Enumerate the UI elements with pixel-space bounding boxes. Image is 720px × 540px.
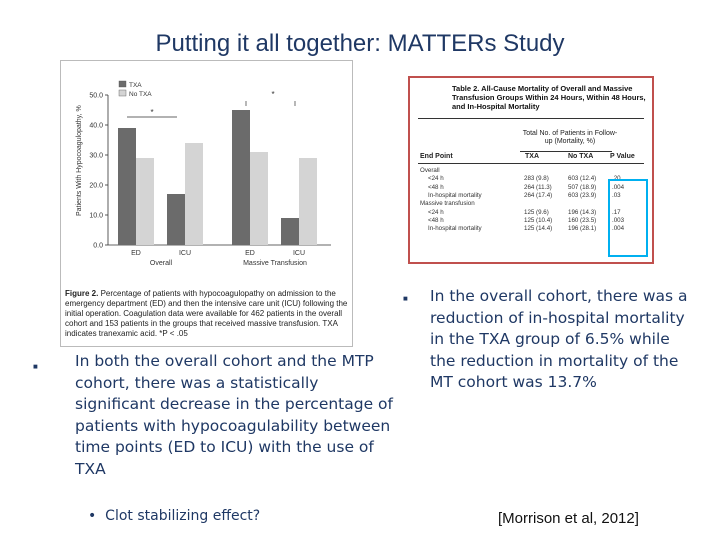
- bullet-left-text: In both the overall cohort and the MTP c…: [75, 352, 393, 478]
- y-tick-label: 30.0: [89, 153, 103, 160]
- slide-title: Putting it all together: MATTERs Study: [155, 30, 565, 57]
- bar-txa: [281, 218, 299, 245]
- cell-txa: 264 (17.4): [524, 191, 553, 199]
- group-label-overall: Overall: [150, 260, 173, 267]
- bar-no-txa: [299, 158, 317, 245]
- y-tick-label: 50.0: [89, 93, 103, 100]
- cell-txa: 125 (10.4): [524, 216, 553, 224]
- figure-caption: Figure 2. Percentage of patients with hy…: [65, 289, 349, 339]
- cell-txa: 264 (11.3): [524, 183, 552, 191]
- cell-p-value: .20: [612, 175, 621, 183]
- cell-p-value: .17: [612, 208, 621, 216]
- cell-no-txa: 507 (18.9): [568, 183, 597, 191]
- table-row: <24 h 125 (9.6) 196 (14.3) .17: [420, 209, 646, 216]
- table-row: <48 h 125 (10.4) 160 (23.5) .003: [420, 217, 646, 224]
- bar-txa: [118, 128, 136, 245]
- legend-label-no-txa: No TXA: [129, 91, 152, 98]
- cell-txa: 283 (9.8): [524, 175, 549, 183]
- hypocoagulopathy-chart: Patients With Hypocoagulopathy, % 50.0 40…: [76, 80, 331, 267]
- legend-swatch-no-txa: [118, 89, 127, 97]
- x-tick-label: ED: [131, 250, 141, 257]
- table-header-pvalue: P Value: [610, 153, 635, 160]
- cell-p-value: .004: [612, 225, 625, 233]
- cell-end-point: In-hospital mortality: [428, 191, 482, 199]
- cell-no-txa: 603 (12.4): [568, 175, 597, 183]
- table-row: In-hospital mortality 264 (17.4) 603 (23.9…: [420, 192, 646, 199]
- table-header-notxa: No TXA: [568, 153, 594, 160]
- cell-txa: 125 (9.6): [524, 208, 549, 216]
- table-header-endpoint: End Point: [420, 153, 453, 160]
- bar-txa: [232, 110, 250, 245]
- table-rule-group: [520, 151, 612, 152]
- figure-caption-label: Figure 2.: [65, 289, 99, 298]
- y-axis-label: Patients With Hypocoagulopathy, %: [76, 105, 83, 216]
- bar-txa: [167, 194, 185, 245]
- figure-caption-text: Percentage of patients with hypocoagulop…: [65, 289, 348, 338]
- table-rule-header: [418, 163, 644, 164]
- figure-2-bar-chart: Patients With Hypocoagulopathy, % 50.0 40…: [60, 60, 353, 347]
- cell-end-point: <48 h: [428, 183, 444, 191]
- cell-end-point: <24 h: [428, 208, 444, 216]
- legend-swatch-txa: [118, 80, 127, 88]
- table-row: In-hospital mortality 125 (14.4) 196 (28.1…: [420, 225, 646, 232]
- table-rule-top: [418, 118, 644, 119]
- table-header-txa: TXA: [525, 153, 539, 160]
- bar-no-txa: [250, 152, 268, 245]
- bullet-right-text: In the overall cohort, there was a reduc…: [430, 287, 688, 391]
- sub-bullet: • Clot stabilizing effect?: [88, 508, 260, 524]
- cell-no-txa: 160 (23.5): [568, 216, 597, 224]
- cell-end-point: <48 h: [428, 216, 444, 224]
- x-tick-label: ED: [245, 250, 255, 257]
- legend-label-txa: TXA: [129, 82, 142, 89]
- significance-star: *: [150, 108, 153, 117]
- table-2-mortality: Table 2. All-Cause Mortality of Overall …: [408, 76, 654, 264]
- table-row: <24 h 283 (9.8) 603 (12.4) .20: [420, 175, 646, 182]
- table-section-label: Massive transfusion: [420, 200, 646, 207]
- cell-no-txa: 603 (23.9): [568, 191, 597, 199]
- y-tick-label: 10.0: [89, 213, 103, 220]
- cell-p-value: .03: [612, 191, 621, 199]
- significance-star: *: [271, 90, 274, 99]
- sub-bullet-text: Clot stabilizing effect?: [105, 508, 261, 524]
- x-tick-label: ICU: [179, 250, 191, 257]
- cell-no-txa: 196 (28.1): [568, 225, 597, 233]
- y-tick-label: 0.0: [93, 243, 103, 250]
- section-label: Massive transfusion: [420, 200, 475, 208]
- bar-no-txa: [185, 143, 203, 245]
- citation: [Morrison et al, 2012]: [498, 510, 639, 527]
- p-value-highlight-box: [608, 179, 648, 257]
- table-row: <48 h 264 (11.3) 507 (18.9) .004: [420, 184, 646, 191]
- y-tick-label: 20.0: [89, 183, 103, 190]
- bullet-marker-right: ■: [403, 294, 408, 303]
- table-group-header: Total No. of Patients in Follow-up (Mort…: [522, 130, 618, 145]
- cell-end-point: <24 h: [428, 175, 444, 183]
- y-tick-label: 40.0: [89, 123, 103, 130]
- cell-p-value: .004: [612, 183, 625, 191]
- cell-no-txa: 196 (14.3): [568, 208, 597, 216]
- table-section-label: Overall: [420, 167, 646, 174]
- table-title: Table 2. All-Cause Mortality of Overall …: [452, 84, 646, 111]
- section-label: Overall: [420, 167, 440, 174]
- cell-p-value: .003: [612, 216, 625, 224]
- sub-bullet-marker: •: [88, 508, 97, 524]
- bar-no-txa: [136, 158, 154, 245]
- bullet-marker-left: ■: [33, 362, 38, 371]
- cell-end-point: In-hospital mortality: [428, 225, 482, 233]
- group-label-massive-transfusion: Massive Transfusion: [243, 260, 307, 267]
- cell-txa: 125 (14.4): [524, 225, 553, 233]
- x-tick-label: ICU: [293, 250, 305, 257]
